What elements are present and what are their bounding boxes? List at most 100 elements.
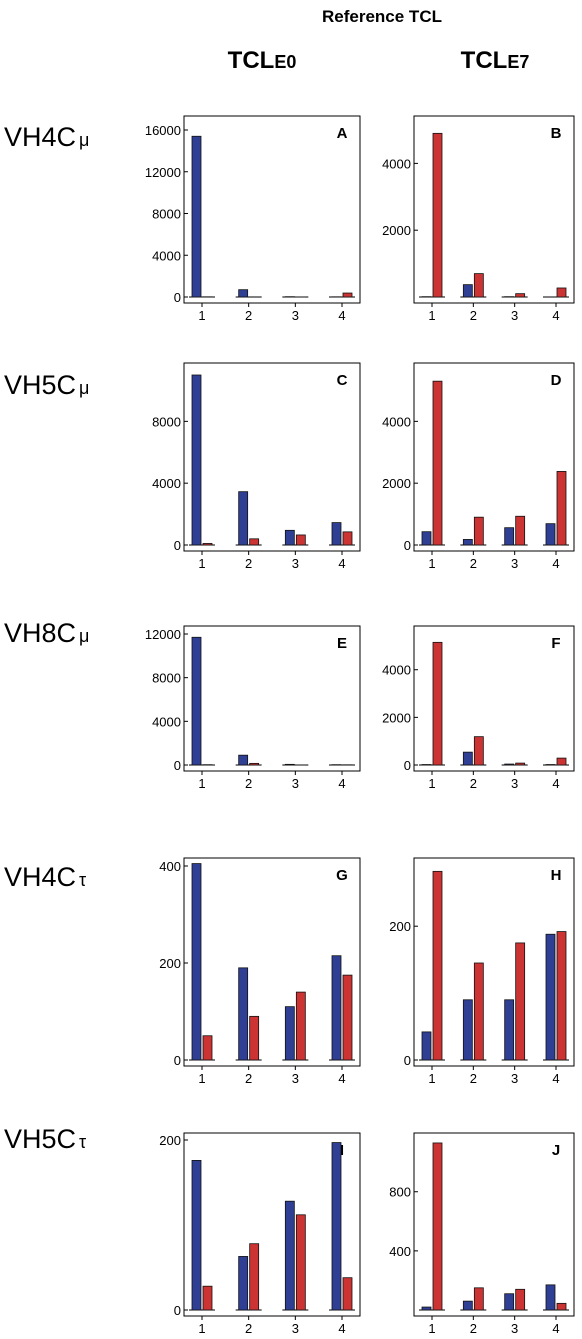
bar-series-blue xyxy=(238,491,249,546)
bar-series-blue xyxy=(191,636,202,766)
bar-series-blue xyxy=(191,863,202,1061)
y-tick-label: 2000 xyxy=(382,223,411,238)
y-tick-label: 400 xyxy=(389,1244,411,1259)
x-tick-label: 2 xyxy=(470,308,477,323)
y-tick-label: 0 xyxy=(404,1053,411,1068)
x-tick-label: 2 xyxy=(470,1071,477,1086)
y-tick-label: 2000 xyxy=(382,710,411,725)
y-tick-label: 4000 xyxy=(152,476,181,491)
bar-series-red xyxy=(515,1288,526,1311)
bar-series-blue xyxy=(504,1293,515,1311)
bar-series-blue xyxy=(331,955,342,1061)
panel-h: H 0 200 1 2 3 4 xyxy=(389,857,575,1086)
x-tick-label: 1 xyxy=(428,556,435,571)
x-tick-label: 3 xyxy=(292,1071,299,1086)
x-tick-label: 4 xyxy=(552,556,559,571)
bar-series-red xyxy=(473,273,484,298)
x-tick-label: 4 xyxy=(338,776,345,791)
panel-f: F 0 2000 4000 1 2 3 4 xyxy=(382,625,575,791)
bar-series-red xyxy=(432,132,443,298)
y-tick-label: 400 xyxy=(159,859,181,874)
reference-title: Reference TCL xyxy=(322,7,442,26)
x-tick-label: 2 xyxy=(245,308,252,323)
x-tick-label: 2 xyxy=(470,1321,477,1336)
bar-series-red xyxy=(473,962,484,1061)
bar-series-red xyxy=(556,931,567,1061)
x-tick-label: 1 xyxy=(428,1071,435,1086)
x-tick-label: 2 xyxy=(245,556,252,571)
x-tick-label: 1 xyxy=(198,1321,205,1336)
panel-letter: B xyxy=(551,125,562,142)
panel-letter: G xyxy=(336,867,348,884)
bar-series-red xyxy=(556,287,567,298)
bar-series-blue xyxy=(504,763,515,766)
bar-series-blue xyxy=(284,529,295,546)
panel-letter: D xyxy=(551,372,562,389)
bar-series-red xyxy=(432,380,443,546)
bar-series-blue xyxy=(238,1256,249,1311)
bar-series-blue xyxy=(504,999,515,1061)
y-tick-label: 200 xyxy=(159,1133,181,1148)
y-tick-label: 4000 xyxy=(382,156,411,171)
y-tick-label: 200 xyxy=(389,919,411,934)
bar-series-blue xyxy=(191,1160,202,1311)
panel-g: G 0 200 400 1 2 3 4 xyxy=(159,857,361,1086)
x-tick-label: 4 xyxy=(552,1321,559,1336)
y-tick-label: 0 xyxy=(174,1053,181,1068)
bar-series-blue xyxy=(238,289,249,298)
bar-series-blue xyxy=(504,527,515,546)
panel-frame xyxy=(183,362,361,552)
bar-series-red xyxy=(295,534,306,546)
y-tick-label: 12000 xyxy=(145,627,181,642)
y-tick-label: 8000 xyxy=(152,207,181,222)
y-tick-label: 4000 xyxy=(152,248,181,263)
bar-series-red xyxy=(342,974,353,1061)
panel-letter: A xyxy=(337,125,348,142)
bar-series-blue xyxy=(238,754,249,766)
x-tick-label: 2 xyxy=(470,556,477,571)
bar-series-red xyxy=(202,1285,213,1311)
bar-series-red xyxy=(342,292,353,298)
x-tick-label: 2 xyxy=(245,1321,252,1336)
panel-frame xyxy=(183,115,361,304)
bar-series-blue xyxy=(545,1284,556,1311)
bar-series-blue xyxy=(421,1306,432,1311)
bar-series-red xyxy=(556,757,567,766)
y-tick-label: 0 xyxy=(404,758,411,773)
bar-series-blue xyxy=(331,522,342,546)
bar-series-blue xyxy=(421,1031,432,1061)
panel-letter: C xyxy=(337,372,348,389)
panel-frame xyxy=(413,115,575,304)
panel-b: B 2000 4000 1 2 3 4 xyxy=(382,115,575,323)
y-tick-label: 4000 xyxy=(382,663,411,678)
bar-series-blue xyxy=(462,999,473,1061)
x-tick-label: 3 xyxy=(511,1321,518,1336)
bar-series-red xyxy=(202,543,213,546)
panel-i: I 0 200 1 2 3 4 xyxy=(159,1132,361,1336)
x-tick-label: 1 xyxy=(198,556,205,571)
y-tick-label: 4000 xyxy=(152,714,181,729)
bar-series-red xyxy=(515,515,526,546)
x-tick-label: 4 xyxy=(338,1321,345,1336)
x-tick-label: 1 xyxy=(198,308,205,323)
bar-series-red xyxy=(556,471,567,546)
bar-series-blue xyxy=(284,1200,295,1311)
x-tick-label: 4 xyxy=(552,776,559,791)
x-tick-label: 2 xyxy=(245,776,252,791)
bar-series-blue xyxy=(462,1300,473,1311)
bar-series-blue xyxy=(421,531,432,546)
panel-frame xyxy=(413,857,575,1067)
y-tick-label: 8000 xyxy=(152,671,181,686)
bar-series-red xyxy=(556,1302,567,1311)
x-tick-label: 3 xyxy=(292,1321,299,1336)
bar-series-red xyxy=(515,762,526,766)
x-tick-label: 4 xyxy=(338,1071,345,1086)
panel-frame xyxy=(413,1132,575,1317)
x-tick-label: 1 xyxy=(428,776,435,791)
y-tick-label: 8000 xyxy=(152,414,181,429)
bar-series-red xyxy=(515,293,526,298)
bar-series-red xyxy=(249,538,260,546)
panel-frame xyxy=(183,857,361,1067)
panel-frame xyxy=(413,362,575,552)
